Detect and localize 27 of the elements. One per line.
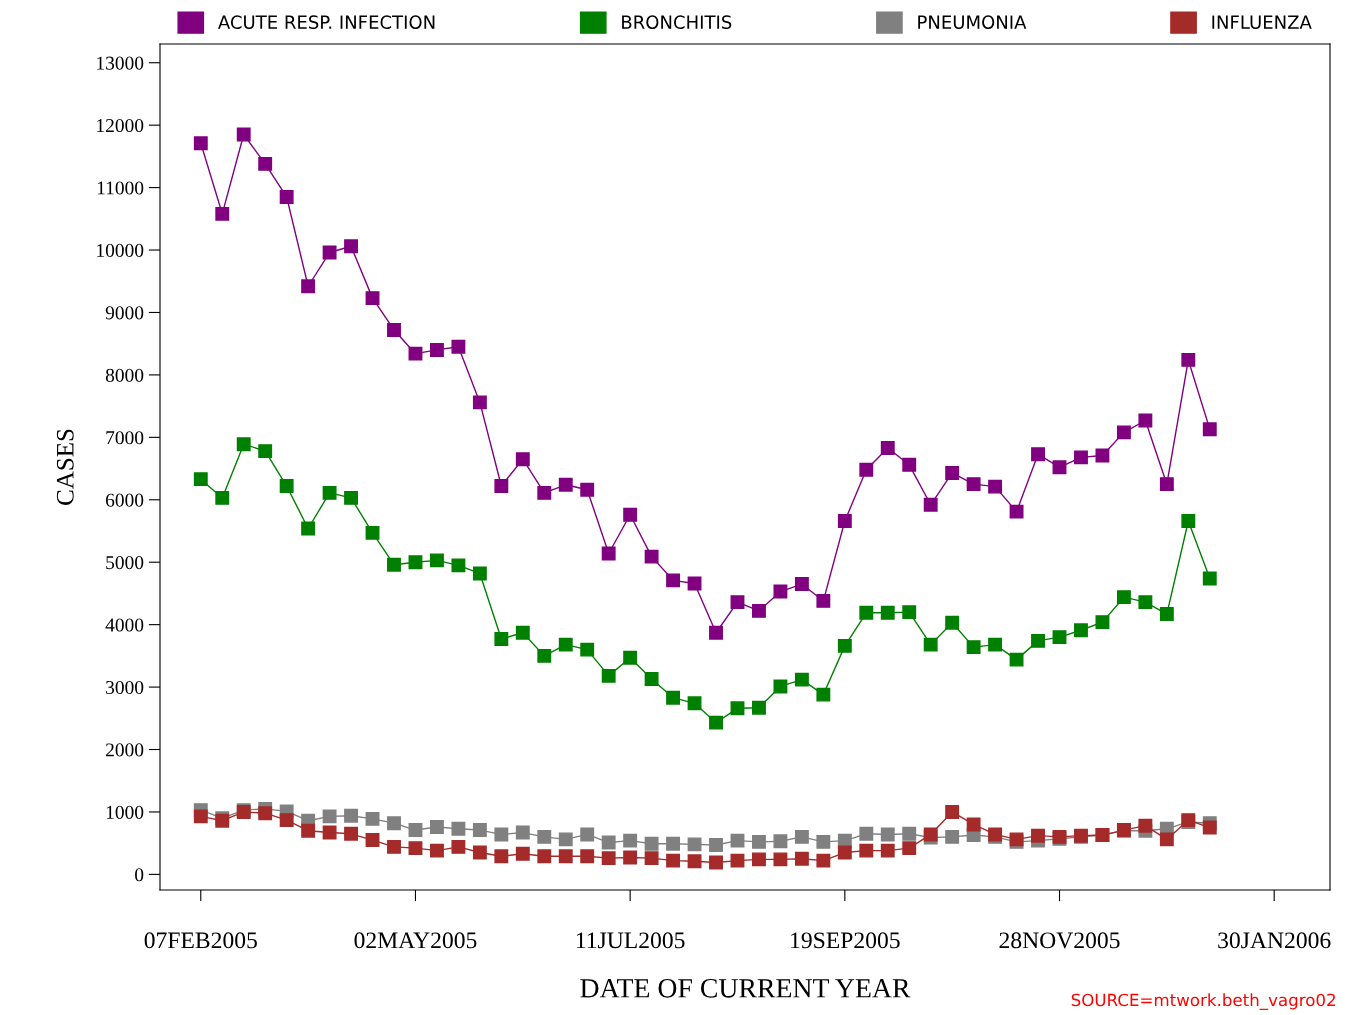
legend-label: PNEUMONIA bbox=[918, 15, 1027, 29]
y-tick-label: 9000 bbox=[105, 306, 144, 320]
x-tick-label: 07FEB2005 bbox=[144, 932, 257, 949]
y-tick-label: 11000 bbox=[97, 181, 144, 195]
y-tick-label: 1000 bbox=[106, 805, 144, 819]
x-axis-title: DATE OF CURRENT YEAR bbox=[580, 978, 911, 998]
y-tick-label: 13000 bbox=[97, 56, 144, 70]
y-tick-label: 2000 bbox=[105, 743, 144, 757]
legend-label: BRONCHITIS bbox=[622, 15, 732, 29]
x-tick-label: 02MAY2005 bbox=[354, 932, 477, 949]
x-tick-label: 19SEP2005 bbox=[791, 932, 900, 949]
y-tick-label: 3000 bbox=[106, 680, 144, 695]
x-tick-label: 28NOV2005 bbox=[999, 932, 1120, 949]
y-tick-label: 8000 bbox=[105, 368, 144, 382]
x-tick-label: 30JAN2006 bbox=[1218, 932, 1331, 949]
y-axis-title: CASES bbox=[56, 429, 74, 505]
y-tick-label: 12000 bbox=[97, 118, 144, 133]
legend-label: ACUTE RESP. INFECTION bbox=[218, 15, 435, 29]
x-tick-label: 11JUL2005 bbox=[576, 932, 685, 949]
y-tick-label: 7000 bbox=[106, 431, 144, 445]
y-tick-label: 10000 bbox=[97, 243, 144, 257]
y-tick-label: 4000 bbox=[105, 618, 144, 632]
y-tick-label: 0 bbox=[135, 868, 144, 882]
legend-label: INFLUENZA bbox=[1212, 15, 1312, 29]
y-tick-label: 6000 bbox=[105, 493, 144, 507]
y-tick-label: 5000 bbox=[106, 556, 144, 570]
source-note: SOURCE=mtwork.beth_vagro02 bbox=[1071, 993, 1335, 1010]
